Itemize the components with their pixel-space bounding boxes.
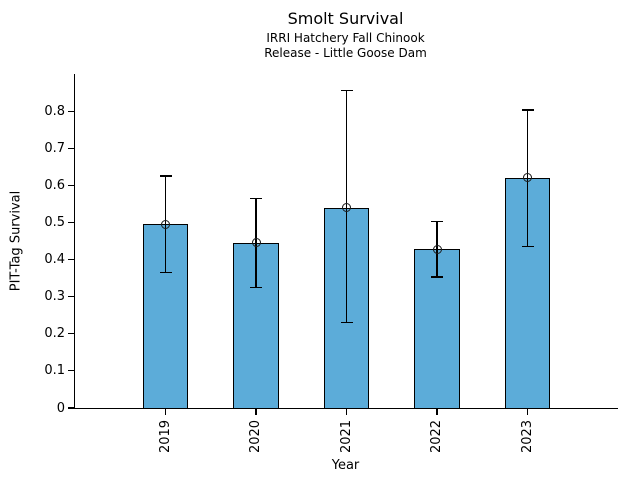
y-tick-0.4 [68,258,75,261]
x-tick-label-2021: 2021 [325,414,369,458]
errorbar-cap-bottom-2020 [250,286,262,289]
y-tick-label-0.2: 0.2 [44,326,65,342]
y-tick-label-0.1: 0.1 [44,363,65,379]
errorbar-cap-bottom-2019 [159,271,172,274]
x-tick-label-text-2022: 2022 [429,419,445,453]
x-tick-2023 [526,408,529,415]
plot-area: 0 0.1 0.2 0.3 0.4 0.5 0.6 0.7 0.8 2019 2020 2021 202… [44,74,618,453]
y-tick-label-0.8: 0.8 [44,103,65,119]
point-marker-2020 [251,238,261,248]
subtitle-line-2: Release - Little Goose Dam [264,46,427,60]
y-tick-label-0: 0 [56,400,65,416]
y-tick-label-0.6: 0.6 [44,177,65,193]
x-tick-label-text-2019: 2019 [158,419,173,453]
chart-title: Smolt Survival [287,9,404,28]
y-tick-label-0.4: 0.4 [44,252,65,268]
errorbar-cap-top-2020 [250,197,262,200]
errorbar-cap-bottom-2022 [431,276,443,278]
y-tick-0.7 [68,147,75,149]
y-tick-0.6 [68,184,75,186]
x-tick-2019 [164,408,167,415]
y-tick-0.2 [68,333,75,335]
errorbar-cap-top-2019 [159,175,172,177]
x-tick-2021 [345,408,348,415]
y-tick-label-0.3: 0.3 [44,289,65,305]
x-axis-label: Year [331,458,360,473]
point-marker-2019 [161,219,170,229]
chart-subtitle: IRRI Hatchery Fall Chinook Release - Lit… [74,31,617,61]
x-tick-label-text-2023: 2023 [520,419,535,453]
y-tick-0 [68,407,75,409]
x-tick-label-2020: 2020 [234,414,278,458]
y-axis-label: PIT-Tag Survival [8,190,24,292]
y-tick-0.1 [68,370,75,372]
errorbar-cap-bottom-2023 [521,245,534,248]
x-tick-label-2019: 2019 [144,414,188,458]
errorbar-cap-top-2022 [431,220,443,223]
y-tick-label-0.5: 0.5 [44,214,65,230]
point-marker-2021 [342,203,351,213]
x-tick-label-text-2020: 2020 [248,419,264,453]
point-marker-2023 [523,173,532,183]
y-tick-0.5 [68,221,75,224]
x-tick-label-text-2021: 2021 [339,419,354,453]
subtitle-line-1: IRRI Hatchery Fall Chinook [266,31,425,45]
x-tick-label-2023: 2023 [506,414,550,458]
x-tick-label-2022: 2022 [415,414,459,458]
point-marker-2022 [432,244,442,254]
x-tick-2020 [255,408,257,415]
x-tick-2022 [436,408,438,415]
y-tick-0.3 [68,296,75,298]
y-tick-label-0.7: 0.7 [44,140,65,156]
errorbar-cap-top-2023 [521,109,534,111]
errorbar-cap-bottom-2021 [340,321,353,324]
y-tick-0.8 [68,110,75,112]
errorbar-cap-top-2021 [340,89,353,92]
